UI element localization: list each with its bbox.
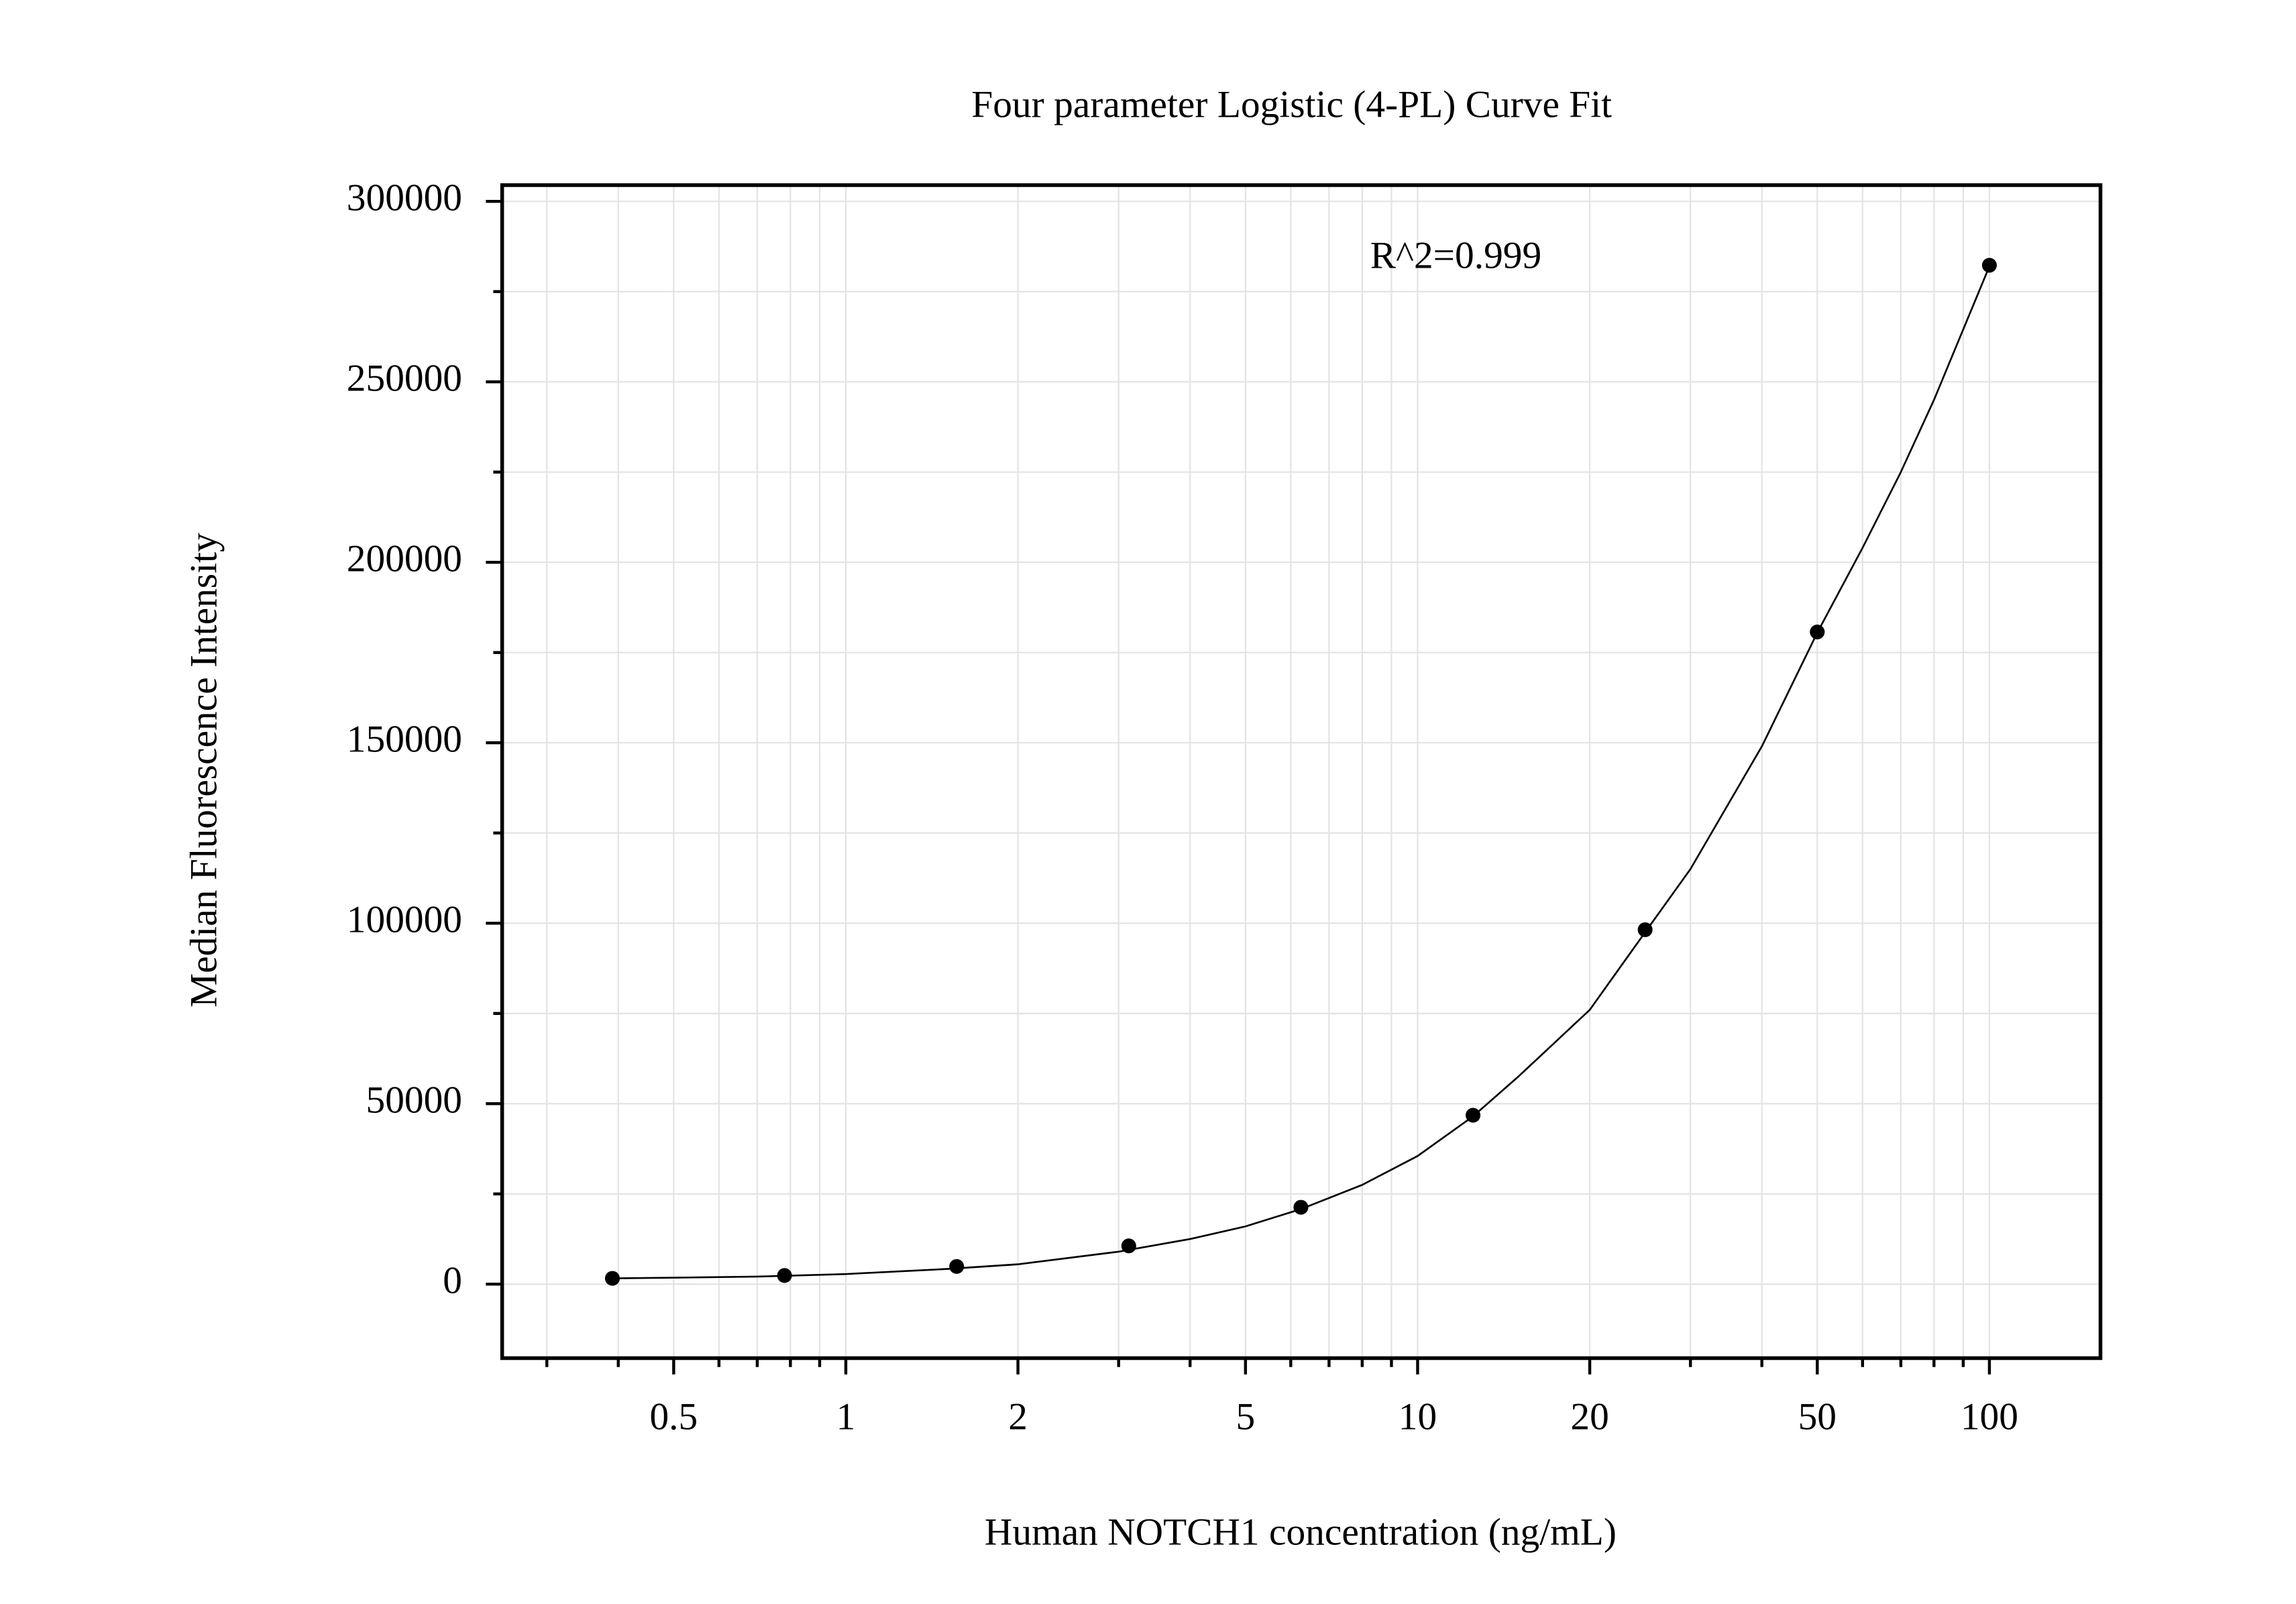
data-point [1981, 258, 1997, 273]
y-tick-label: 200000 [347, 537, 462, 580]
y-tick-label: 50000 [366, 1079, 463, 1121]
data-point [1637, 922, 1653, 937]
chart-title: Four parameter Logistic (4-PL) Curve Fit [971, 83, 1612, 125]
data-point [604, 1271, 620, 1286]
data-point [949, 1259, 965, 1274]
x-tick-label: 5 [1236, 1395, 1255, 1438]
x-tick-label: 20 [1570, 1395, 1608, 1438]
grid [502, 184, 2101, 1358]
x-tick-label: 50 [1798, 1395, 1837, 1438]
y-tick-label: 0 [443, 1259, 462, 1301]
y-axis-label: Median Fluorescence Intensity [182, 533, 225, 1008]
data-point [777, 1268, 792, 1283]
x-tick-label: 0.5 [649, 1395, 698, 1438]
plot-frame [500, 183, 2103, 1360]
annotation: R^2=0.999 [1370, 235, 1541, 277]
x-tick-label: 10 [1399, 1395, 1437, 1438]
data-point [1466, 1108, 1481, 1123]
y-tick-label: 250000 [347, 357, 462, 399]
y-tick-label: 300000 [347, 176, 462, 219]
y-tick-label: 100000 [347, 898, 462, 941]
x-tick-label: 100 [1961, 1395, 2018, 1438]
x-tick-label: 2 [1008, 1395, 1028, 1438]
fit-curve [612, 266, 1991, 1279]
x-tick-label: 1 [836, 1395, 856, 1438]
data-point [1121, 1238, 1136, 1254]
data-point [1293, 1199, 1309, 1215]
x-axis-label: Human NOTCH1 concentration (ng/mL) [985, 1511, 1617, 1554]
y-tick-label: 150000 [347, 718, 462, 760]
plot [486, 183, 2103, 1375]
data-point [1810, 624, 1825, 640]
